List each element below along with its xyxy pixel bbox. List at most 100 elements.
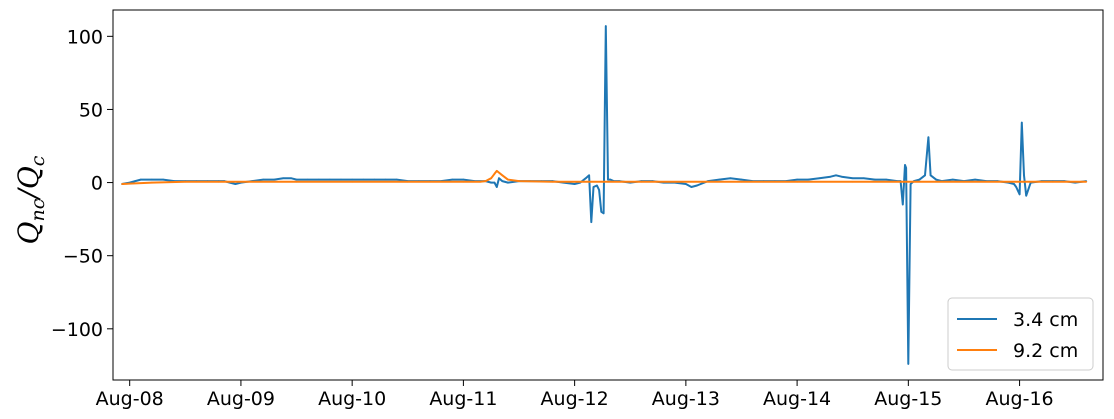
data-point [134, 180, 136, 182]
data-point [818, 177, 821, 179]
data-point [295, 178, 298, 181]
data-point [407, 181, 409, 183]
data-point [462, 181, 465, 183]
data-point [904, 164, 906, 166]
data-point [592, 186, 595, 188]
y-tick-label: 0 [91, 173, 103, 195]
data-point [851, 177, 854, 179]
data-point [290, 177, 292, 179]
legend: 3.4 cm 9.2 cm [947, 297, 1094, 371]
data-point [585, 177, 587, 179]
data-point [140, 178, 142, 181]
data-point [1025, 194, 1027, 197]
data-point [874, 178, 876, 181]
data-point [217, 181, 220, 183]
data-point [1013, 183, 1015, 185]
data-point [885, 178, 887, 181]
y-tick-label: −50 [63, 246, 103, 268]
data-point [306, 178, 309, 181]
data-point [902, 203, 904, 206]
y-axis-label-main: Q [12, 221, 45, 244]
data-point [590, 221, 593, 223]
data-point [496, 170, 498, 172]
data-point [493, 173, 496, 175]
series-line [121, 25, 1087, 365]
data-point [952, 178, 954, 181]
svg-text:Qnc/Qc: Qnc/Qc [12, 155, 49, 244]
x-tick-label: Aug-10 [318, 388, 386, 410]
legend-label: 3.4 cm [1013, 309, 1078, 331]
y-tick-label: −100 [51, 319, 103, 341]
series-0 [121, 25, 1088, 365]
data-point [240, 181, 242, 183]
data-point [551, 181, 554, 183]
data-point [602, 212, 605, 215]
data-point [924, 174, 926, 177]
y-axis-ticks: 100 50 0 −50 −100 [51, 26, 113, 341]
data-point [1015, 186, 1017, 188]
data-point [796, 181, 798, 183]
data-point [596, 184, 598, 187]
x-tick-label: Aug-13 [652, 388, 720, 410]
x-tick-label: Aug-08 [96, 388, 164, 410]
data-point [340, 178, 342, 181]
data-point [829, 175, 832, 178]
series-line [121, 169, 1087, 185]
data-point [907, 363, 910, 365]
data-point [935, 178, 937, 181]
data-point [1023, 174, 1025, 177]
data-point [234, 183, 237, 185]
data-point [607, 181, 609, 183]
data-point [262, 178, 265, 181]
data-point [1018, 181, 1021, 183]
data-point [1018, 193, 1021, 196]
data-point [121, 183, 123, 185]
series-1 [121, 169, 1088, 185]
x-tick-label: Aug-16 [986, 388, 1054, 410]
legend-box [947, 297, 1094, 371]
y-axis-label-sub2: c [27, 155, 49, 166]
data-point [1021, 121, 1023, 124]
data-point [807, 178, 809, 181]
y-axis-label: Qnc/Qc [12, 155, 49, 244]
data-point [918, 178, 921, 181]
data-point [905, 167, 907, 169]
data-point [909, 183, 912, 185]
x-axis-ticks: Aug-08 Aug-09 Aug-10 Aug-11 Aug-12 Aug-13 Aug-… [96, 380, 1054, 410]
data-point [573, 181, 576, 183]
x-tick-label: Aug-14 [763, 388, 831, 410]
data-point [740, 181, 743, 183]
y-tick-label: 50 [79, 99, 103, 121]
data-point [351, 181, 354, 183]
data-point [963, 181, 965, 183]
data-point [373, 178, 376, 181]
data-point [451, 178, 454, 181]
legend-label: 9.2 cm [1013, 340, 1078, 362]
data-point [609, 178, 611, 181]
data-point [462, 178, 465, 181]
data-point [507, 178, 509, 181]
data-point [484, 180, 487, 182]
data-point [929, 174, 932, 177]
data-point [927, 136, 930, 138]
data-point [1085, 181, 1088, 183]
data-point [685, 183, 687, 185]
data-point [974, 178, 976, 181]
data-point [573, 183, 576, 185]
data-point [690, 186, 693, 188]
data-point [796, 178, 798, 181]
data-point [490, 177, 493, 179]
series-layer [121, 25, 1088, 365]
data-point [851, 181, 854, 183]
x-tick-label: Aug-12 [541, 388, 609, 410]
data-point [685, 181, 687, 183]
data-point [496, 186, 498, 188]
data-point [640, 181, 643, 183]
data-point [282, 177, 285, 179]
data-point [351, 178, 354, 181]
y-axis-label-sub1: nc [27, 198, 49, 221]
data-point [151, 181, 153, 184]
data-point [490, 181, 493, 184]
data-point [740, 178, 743, 181]
